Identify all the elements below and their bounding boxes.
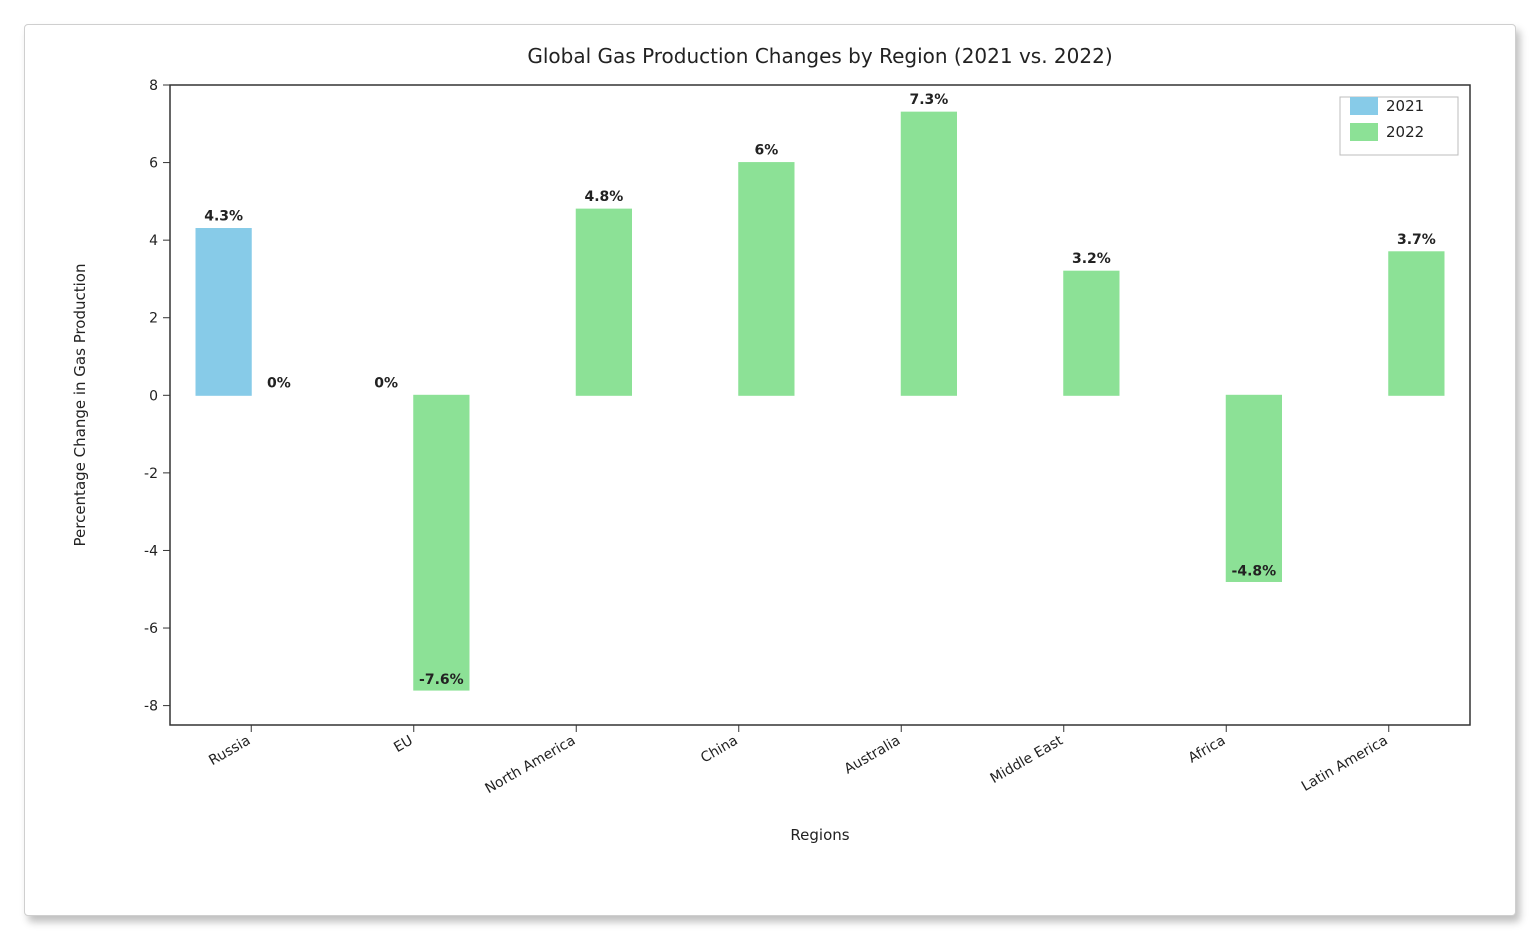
y-tick-label: -8 — [144, 699, 158, 715]
bar-value-label: -4.8% — [1232, 563, 1277, 579]
bar — [576, 209, 631, 395]
bar-value-label: 3.7% — [1397, 232, 1436, 248]
bar-value-label: 0% — [374, 375, 398, 391]
x-tick-label: Russia — [206, 733, 253, 769]
chart-card: Global Gas Production Changes by Region … — [24, 24, 1516, 916]
y-tick-label: -2 — [144, 466, 158, 482]
y-tick-label: -6 — [144, 621, 158, 637]
x-tick-label: EU — [391, 733, 416, 756]
x-tick-label: China — [698, 733, 741, 767]
bar — [414, 395, 469, 690]
y-tick-label: 2 — [149, 311, 158, 327]
bar — [739, 163, 794, 396]
x-axis-label: Regions — [790, 826, 849, 844]
bar-value-label: 6% — [754, 143, 778, 159]
legend-label: 2022 — [1386, 123, 1424, 141]
bar — [1389, 252, 1444, 396]
y-tick-label: 6 — [149, 156, 158, 172]
chart-title: Global Gas Production Changes by Region … — [527, 44, 1112, 68]
legend-swatch — [1350, 97, 1378, 115]
bar-value-label: 3.2% — [1072, 251, 1111, 267]
x-tick-label: North America — [482, 733, 578, 798]
bar — [1226, 395, 1281, 581]
y-tick-label: 0 — [149, 388, 158, 404]
bar — [1064, 271, 1119, 395]
x-tick-label: Australia — [842, 733, 904, 778]
bar — [901, 112, 956, 395]
y-tick-label: 4 — [149, 233, 158, 249]
y-axis-label: Percentage Change in Gas Production — [71, 264, 89, 547]
legend-swatch — [1350, 123, 1378, 141]
bar-value-label: 4.8% — [584, 189, 623, 205]
x-tick-label: Middle East — [988, 732, 1067, 787]
y-tick-label: 8 — [149, 78, 158, 94]
x-tick-label: Africa — [1186, 733, 1229, 767]
bar-value-label: 7.3% — [909, 92, 948, 108]
x-tick-label: Latin America — [1299, 733, 1391, 795]
bar — [196, 229, 251, 396]
legend-label: 2021 — [1386, 97, 1424, 115]
bar-value-label: 4.3% — [204, 209, 243, 225]
bar-value-label: 0% — [267, 375, 291, 391]
chart-svg: Global Gas Production Changes by Region … — [25, 25, 1515, 915]
y-tick-label: -4 — [144, 543, 158, 559]
bar-value-label: -7.6% — [419, 672, 464, 688]
